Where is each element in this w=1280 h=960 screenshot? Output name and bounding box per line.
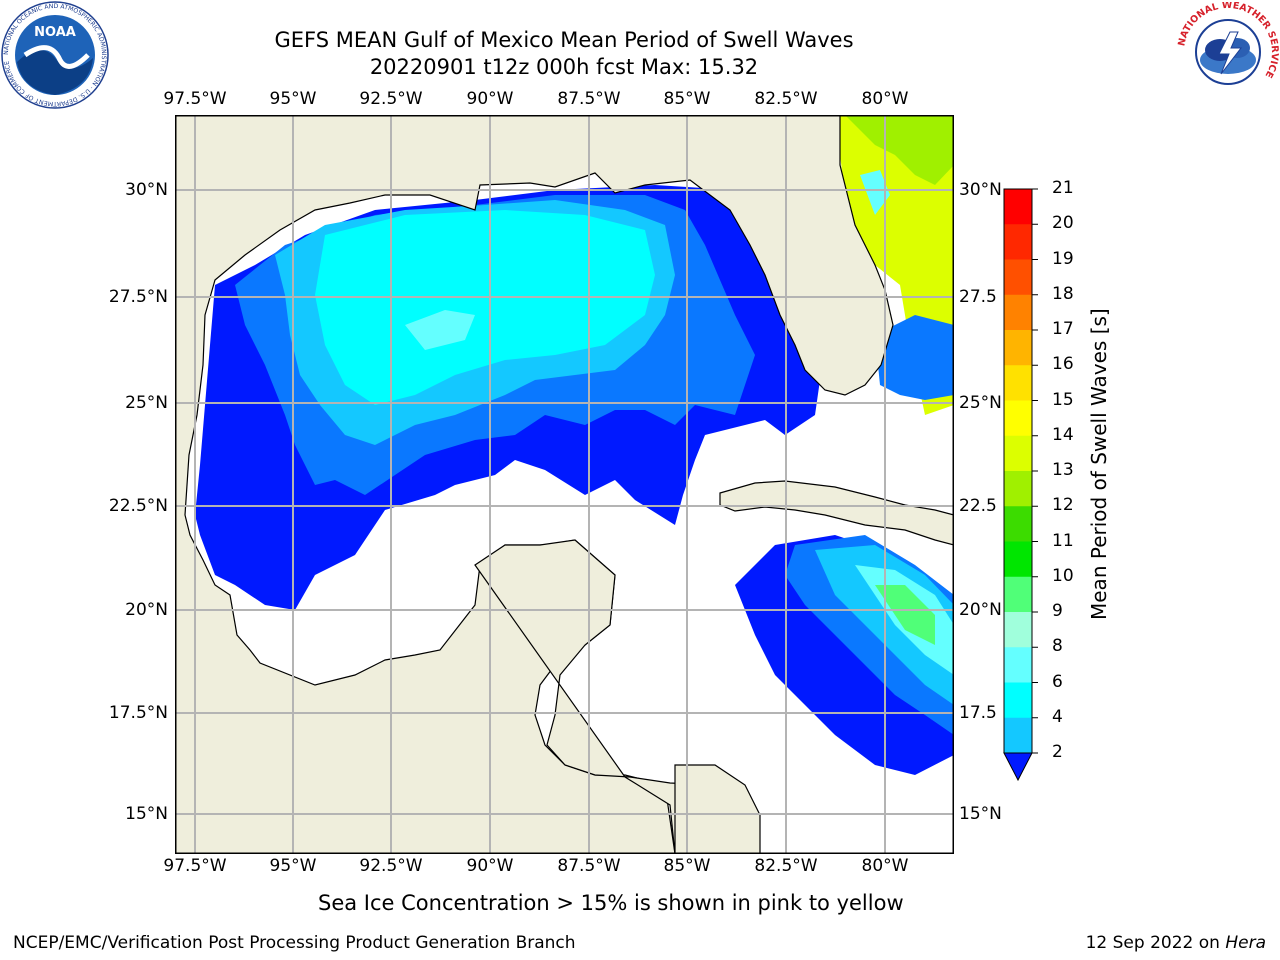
lon-label-top: 92.5°W xyxy=(359,89,423,109)
colorbar xyxy=(1003,188,1038,782)
colorbar-segment xyxy=(1004,576,1032,613)
lon-label-top: 80°W xyxy=(861,89,909,109)
lat-label-right: 20°N xyxy=(959,600,1002,620)
colorbar-segment xyxy=(1004,224,1032,260)
lon-label-bottom: 82.5°W xyxy=(754,856,818,876)
colorbar-tick-label: 15 xyxy=(1052,389,1074,410)
colorbar-tick-label: 18 xyxy=(1052,283,1074,304)
colorbar-segment xyxy=(1004,647,1032,683)
swell-region-atlantic-shelf-2-4s xyxy=(875,315,954,400)
colorbar-segment xyxy=(1004,717,1032,754)
land-cuba xyxy=(719,480,954,546)
lon-label-bottom: 92.5°W xyxy=(359,856,423,876)
colorbar-segment xyxy=(1004,189,1032,225)
swell-region-caribbean-11-12s xyxy=(875,585,935,645)
colorbar-segment xyxy=(1004,471,1032,507)
colorbar-segment xyxy=(1004,400,1032,437)
colorbar-tick-label: 12 xyxy=(1052,495,1074,516)
lat-label-right: 27.5 xyxy=(959,287,997,307)
colorbar-segment xyxy=(1004,330,1032,366)
lon-label-bottom: 95°W xyxy=(269,856,317,876)
swell-region-atlantic-12-13s xyxy=(845,115,954,185)
colorbar-tick-label: 11 xyxy=(1052,530,1074,551)
footer-date-text: 12 Sep 2022 on xyxy=(1085,933,1226,953)
colorbar-segment xyxy=(1004,541,1032,578)
colorbar-tick-label: 14 xyxy=(1052,424,1074,445)
colorbar-tick-label: 8 xyxy=(1052,636,1063,657)
colorbar-tick-label: 20 xyxy=(1052,213,1074,234)
lon-label-top: 82.5°W xyxy=(754,89,818,109)
lat-label-right: 30°N xyxy=(959,180,1002,200)
lon-label-bottom: 87.5°W xyxy=(557,856,621,876)
colorbar-tick-label: 10 xyxy=(1052,565,1074,586)
graticule xyxy=(175,115,954,854)
colorbar-segment xyxy=(1004,435,1032,472)
title-line-1: GEFS MEAN Gulf of Mexico Mean Period of … xyxy=(274,28,854,52)
colorbar-tick-label: 16 xyxy=(1052,354,1074,375)
lat-label-left: 15°N xyxy=(125,804,168,824)
swell-region-gulf-8-9s xyxy=(315,210,655,405)
colorbar-ticks xyxy=(1032,188,1038,754)
colorbar-tick-label: 6 xyxy=(1052,671,1063,692)
lat-label-right: 25°N xyxy=(959,393,1002,413)
lon-label-top: 87.5°W xyxy=(557,89,621,109)
colorbar-title: Mean Period of Swell Waves [s] xyxy=(1087,308,1111,620)
colorbar-segment xyxy=(1004,259,1032,296)
nws-logo: NATIONAL WEATHER SERVICE xyxy=(1176,2,1280,100)
map-frame xyxy=(175,115,954,854)
footer-machine: Hera xyxy=(1225,933,1266,953)
colorbar-tick-label: 17 xyxy=(1052,319,1074,339)
noaa-logo: NATIONAL OCEANIC AND ATMOSPHERIC ADMINIS… xyxy=(1,1,109,109)
colorbar-tick-label: 2 xyxy=(1052,742,1063,762)
colorbar-tick-label: 9 xyxy=(1052,601,1063,621)
lon-label-top: 85°W xyxy=(663,89,711,109)
noaa-logo-text: NOAA xyxy=(34,25,76,40)
lon-label-top: 97.5°W xyxy=(163,89,227,109)
lat-label-right: 15°N xyxy=(959,804,1002,824)
lat-label-right: 22.5 xyxy=(959,496,997,516)
lat-label-left: 22.5°N xyxy=(108,496,168,516)
lon-label-bottom: 80°W xyxy=(861,856,909,876)
lat-label-left: 30°N xyxy=(125,180,168,200)
colorbar-extend-arrow xyxy=(1003,752,1033,782)
lon-label-bottom: 97.5°W xyxy=(163,856,227,876)
colorbar-tick-label: 19 xyxy=(1052,248,1074,269)
lon-label-bottom: 85°W xyxy=(663,856,711,876)
sea-ice-note: Sea Ice Concentration > 15% is shown in … xyxy=(318,891,904,915)
footer-organization: NCEP/EMC/Verification Post Processing Pr… xyxy=(13,933,576,953)
swell-region-gulf-9-10s xyxy=(405,310,475,350)
lon-label-top: 90°W xyxy=(466,89,514,109)
swell-region-atlantic-9-10s xyxy=(860,170,890,215)
colorbar-tick-label: 13 xyxy=(1052,460,1074,480)
lat-label-left: 17.5°N xyxy=(108,703,168,723)
colorbar-tick-label: 21 xyxy=(1052,178,1074,198)
lat-label-left: 27.5°N xyxy=(108,287,168,307)
lon-label-bottom: 90°W xyxy=(466,856,514,876)
swell-field xyxy=(175,115,954,854)
colorbar-tick-label: 4 xyxy=(1052,706,1063,727)
footer-date: 12 Sep 2022 on Hera xyxy=(1086,933,1266,953)
colorbar-segment xyxy=(1004,612,1032,648)
colorbar-segments xyxy=(1004,189,1032,754)
lat-label-right: 17.5 xyxy=(959,703,997,723)
title-line-2: 20220901 t12z 000h fcst Max: 15.32 xyxy=(369,55,759,79)
lon-label-top: 95°W xyxy=(269,89,317,109)
lat-label-left: 25°N xyxy=(125,393,168,413)
colorbar-segment xyxy=(1004,294,1032,331)
colorbar-segment xyxy=(1004,506,1032,542)
colorbar-segment xyxy=(1004,365,1032,401)
lat-label-left: 20°N xyxy=(125,600,168,620)
map-panel xyxy=(175,115,954,854)
colorbar-segment xyxy=(1004,682,1032,719)
